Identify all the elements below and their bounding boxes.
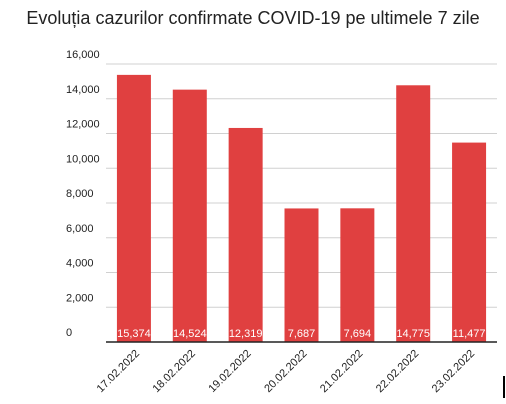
- y-tick-label: 4,000: [66, 258, 94, 270]
- bar-value-label: 7,687: [288, 328, 316, 340]
- x-tick-label: 18.02.2022: [150, 348, 197, 395]
- bar: [284, 208, 319, 342]
- bars: [116, 74, 487, 343]
- y-tick-label: 12,000: [66, 119, 100, 131]
- bar: [452, 142, 487, 342]
- x-axis-ticks: 17.02.2022 18.02.2022 19.02.2022 20.02.2022…: [95, 348, 478, 395]
- y-tick-label: 14,000: [66, 84, 100, 96]
- bar-value-label: 7,694: [344, 328, 372, 340]
- y-tick-label: 10,000: [66, 153, 100, 165]
- bar-value-label: 15,374: [117, 328, 151, 340]
- bar-value-label: 11,477: [453, 328, 486, 340]
- y-tick-label: 16,000: [66, 49, 100, 61]
- data-labels: 15,374 14,524 12,319 7,687 7,694 14,775 11,477: [117, 328, 485, 340]
- y-axis-ticks: 0 2,000 4,000 6,000 8,000 10,000 12,000 14,000 1…: [66, 49, 100, 339]
- bar-value-label: 14,524: [173, 328, 207, 340]
- y-tick-label: 2,000: [66, 292, 94, 304]
- x-tick-label: 19.02.2022: [206, 348, 253, 395]
- x-tick-label: 20.02.2022: [262, 348, 309, 395]
- y-tick-label: 8,000: [66, 188, 94, 200]
- y-tick-label: 0: [66, 327, 72, 339]
- y-tick-label: 6,000: [66, 223, 94, 235]
- bar: [172, 89, 207, 342]
- cursor-mark: [503, 376, 505, 398]
- bar: [396, 85, 431, 343]
- chart-title: Evoluția cazurilor confirmate COVID-19 p…: [26, 8, 479, 28]
- bar-value-label: 14,775: [396, 328, 430, 340]
- x-tick-label: 22.02.2022: [374, 348, 421, 395]
- x-tick-label: 17.02.2022: [95, 348, 142, 395]
- bar-value-label: 12,319: [229, 328, 263, 340]
- bar: [228, 127, 263, 343]
- bar: [116, 74, 151, 343]
- bar: [340, 208, 375, 342]
- x-tick-label: 23.02.2022: [430, 348, 477, 395]
- x-tick-label: 21.02.2022: [318, 348, 365, 395]
